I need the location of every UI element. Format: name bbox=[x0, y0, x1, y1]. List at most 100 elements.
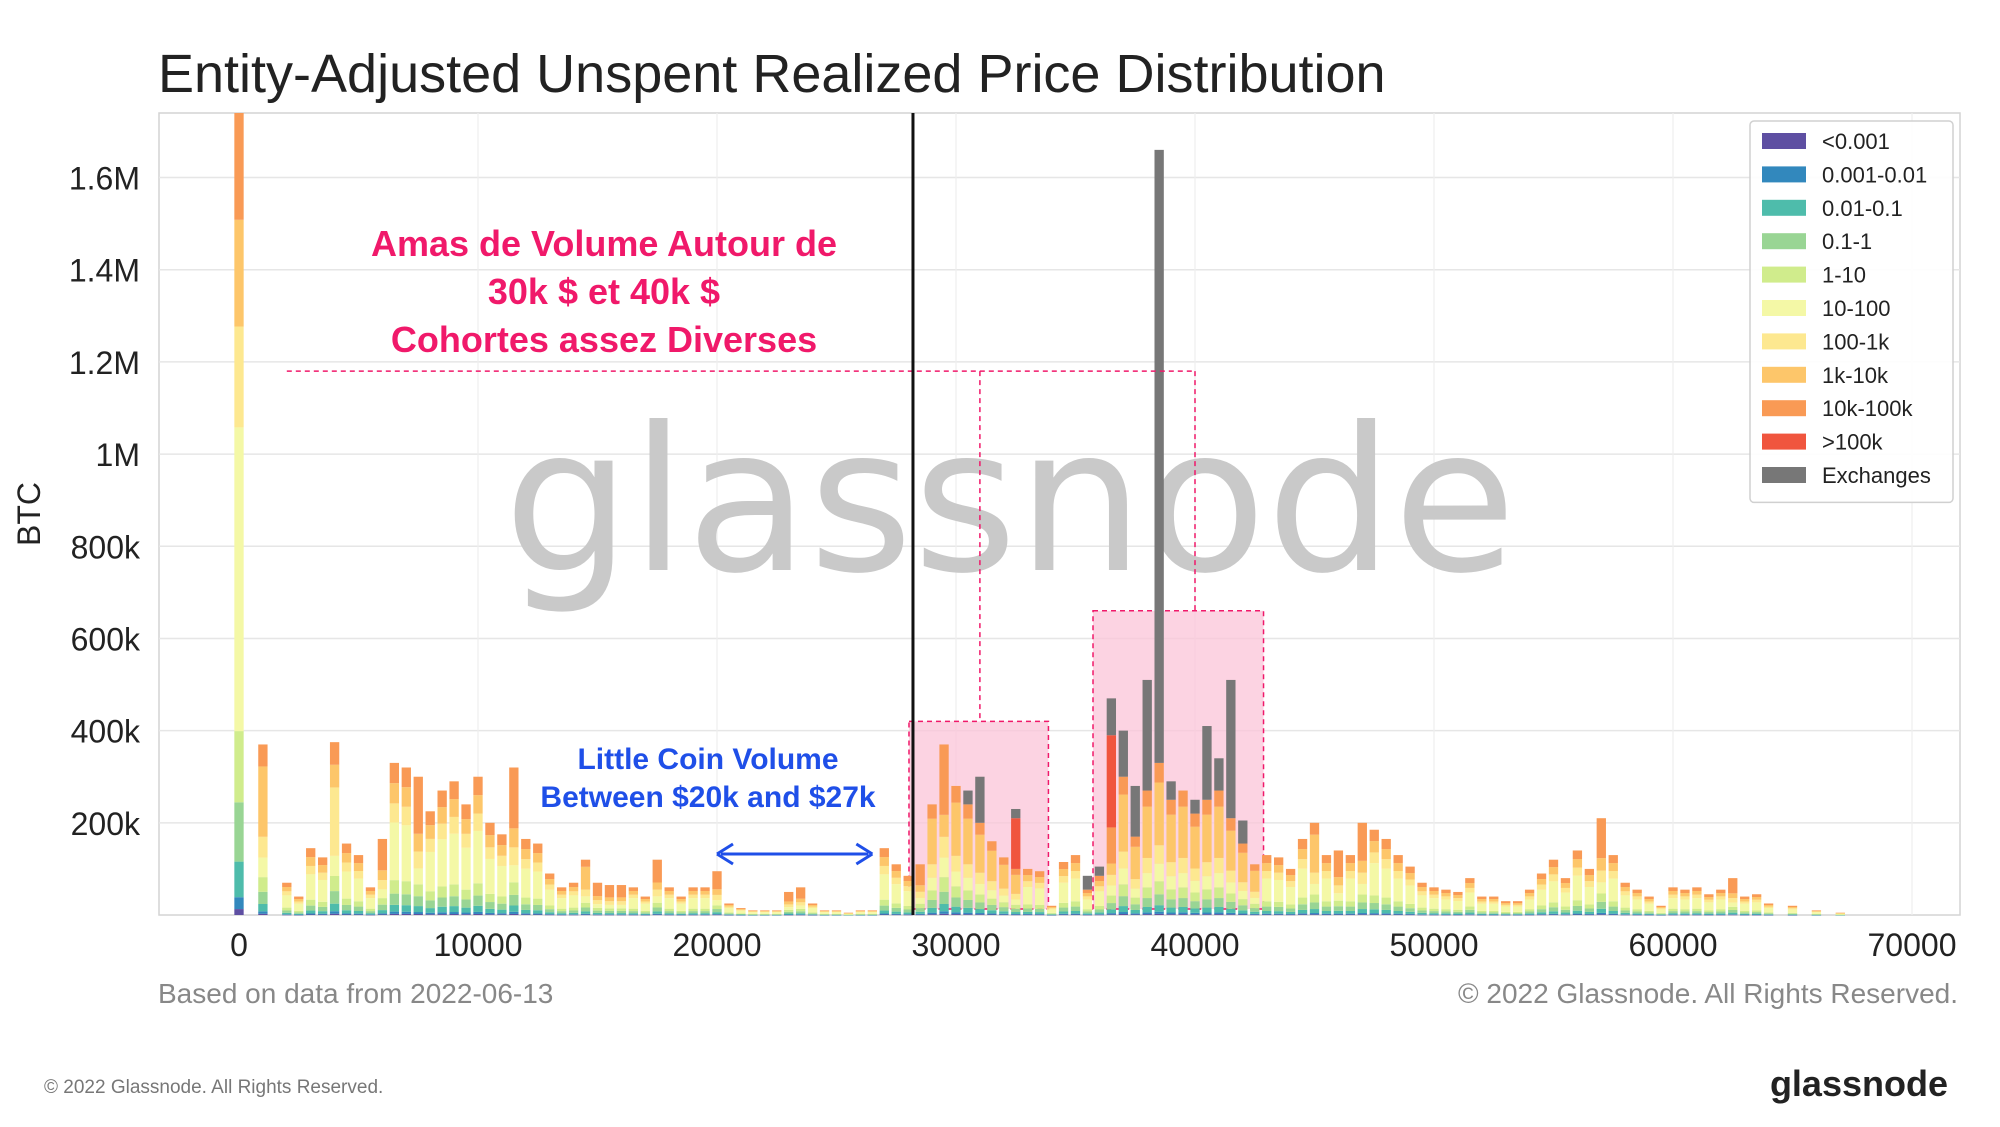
bar-segment bbox=[1548, 907, 1559, 912]
bar-segment bbox=[1130, 914, 1140, 915]
bar-18000 bbox=[664, 887, 674, 916]
bar-15000 bbox=[592, 882, 603, 916]
bar-segment bbox=[1321, 871, 1332, 879]
bar-segment bbox=[365, 898, 376, 909]
bar-segment bbox=[317, 914, 328, 916]
bar-segment bbox=[1345, 906, 1356, 912]
blue-annotation-line: Little Coin Volume bbox=[577, 743, 838, 776]
bar-segment bbox=[509, 882, 519, 895]
bar-segment bbox=[401, 825, 411, 882]
legend-swatch bbox=[1762, 233, 1806, 250]
bar-segment bbox=[664, 913, 674, 915]
bar-segment bbox=[1226, 901, 1236, 909]
bar-segment bbox=[724, 903, 734, 906]
bar-segment bbox=[1477, 912, 1487, 914]
bar-segment bbox=[437, 886, 447, 898]
bar-segment bbox=[1728, 878, 1738, 894]
bar-segment bbox=[509, 767, 519, 829]
bar-segment bbox=[317, 857, 328, 866]
bar-segment bbox=[1644, 912, 1654, 914]
bar-segment bbox=[258, 891, 268, 905]
bar-segment bbox=[401, 905, 411, 912]
bar-segment bbox=[1704, 894, 1714, 898]
bar-segment bbox=[903, 912, 913, 915]
bar-segment bbox=[1787, 908, 1798, 910]
bar-23000 bbox=[784, 891, 794, 916]
bar-segment bbox=[461, 804, 471, 820]
bar-segment bbox=[473, 911, 483, 914]
bar-segment bbox=[784, 911, 794, 914]
bar-segment bbox=[389, 803, 400, 823]
bar-segment bbox=[1082, 875, 1093, 890]
bar-segment bbox=[891, 884, 901, 904]
bar-segment bbox=[1405, 879, 1415, 886]
bar-segment bbox=[676, 914, 686, 916]
bar-segment bbox=[1453, 891, 1463, 896]
bar-37500 bbox=[1130, 785, 1140, 915]
bar-segment bbox=[353, 901, 364, 907]
bar-segment bbox=[975, 913, 985, 915]
bar-segment bbox=[915, 897, 925, 904]
bar-segment bbox=[616, 913, 627, 915]
bar-segment bbox=[1118, 906, 1128, 913]
bar-segment bbox=[485, 835, 495, 848]
bar-segment bbox=[1297, 913, 1308, 915]
bar-segment bbox=[234, 427, 244, 732]
bar-segment bbox=[1453, 898, 1463, 901]
bar-segment bbox=[664, 898, 674, 909]
bar-segment bbox=[1811, 911, 1822, 912]
bar-11500 bbox=[509, 767, 519, 915]
bar-segment bbox=[1417, 914, 1427, 915]
bar-segment bbox=[724, 914, 734, 916]
bar-segment bbox=[664, 914, 674, 915]
bar-segment bbox=[449, 906, 459, 913]
bar-segment bbox=[1154, 149, 1164, 763]
bar-segment bbox=[915, 885, 925, 892]
bar-segment bbox=[616, 914, 627, 916]
bar-segment bbox=[1417, 891, 1427, 896]
bar-segment bbox=[1082, 896, 1093, 900]
bar-segment bbox=[1070, 911, 1081, 914]
bar-segment bbox=[509, 911, 519, 914]
bar-segment bbox=[640, 914, 650, 916]
bar-segment bbox=[1692, 894, 1702, 899]
bar-segment bbox=[1034, 914, 1045, 915]
bar-segment bbox=[1238, 914, 1248, 915]
bar-segment bbox=[1656, 912, 1666, 914]
bar-segment bbox=[1393, 871, 1403, 879]
bar-segment bbox=[1728, 898, 1738, 903]
bar-segment bbox=[1106, 698, 1117, 736]
bar-segment bbox=[1214, 806, 1224, 858]
bar-segment bbox=[317, 879, 328, 902]
bar-segment bbox=[1082, 914, 1093, 915]
bar-segment bbox=[341, 898, 352, 905]
bar-segment bbox=[652, 907, 662, 912]
bar-segment bbox=[1273, 913, 1284, 915]
bar-segment bbox=[1632, 889, 1642, 894]
bar-segment bbox=[628, 898, 639, 909]
bar-segment bbox=[1465, 883, 1475, 888]
bar-segment bbox=[497, 914, 507, 915]
bar-segment bbox=[724, 906, 734, 908]
bar-segment bbox=[545, 884, 555, 890]
bar-segment bbox=[509, 865, 519, 883]
bar-segment bbox=[1262, 855, 1272, 864]
bar-segment bbox=[1333, 893, 1344, 901]
bar-segment bbox=[413, 906, 423, 913]
bar-segment bbox=[700, 908, 710, 912]
bar-segment bbox=[1584, 875, 1595, 882]
bar-segment bbox=[1584, 904, 1595, 909]
bar-segment bbox=[1668, 894, 1678, 899]
legend-label: 1-10 bbox=[1822, 263, 1866, 288]
bar-segment bbox=[1787, 909, 1798, 913]
bar-segment bbox=[700, 887, 710, 892]
bar-segment bbox=[1572, 905, 1583, 911]
bar-52000 bbox=[1477, 896, 1487, 916]
bar-segment bbox=[497, 855, 507, 866]
bar-segment bbox=[807, 912, 818, 914]
bar-58000 bbox=[1620, 882, 1630, 916]
bar-segment bbox=[329, 787, 340, 856]
bar-segment bbox=[1166, 862, 1176, 877]
bar-segment bbox=[1226, 870, 1236, 883]
bar-segment bbox=[1142, 679, 1152, 791]
